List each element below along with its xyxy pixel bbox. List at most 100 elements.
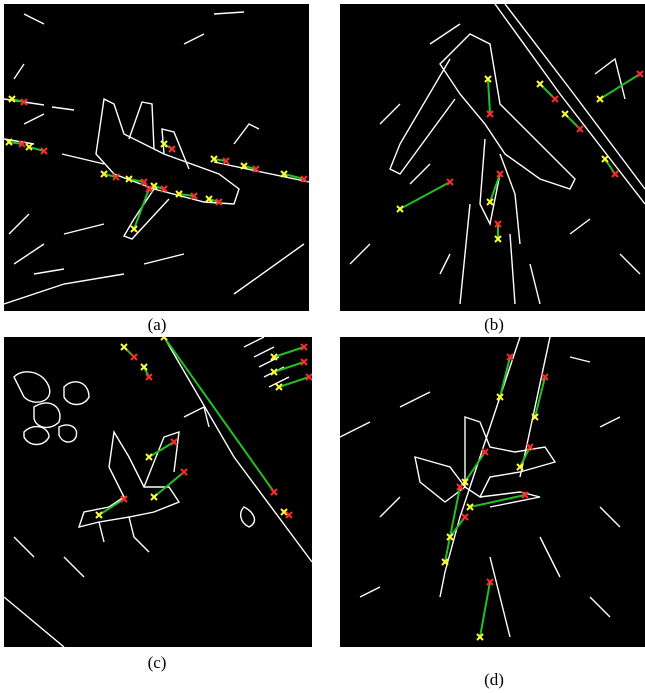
end-marker xyxy=(305,373,312,381)
edge-image-a xyxy=(4,11,309,305)
correspondence-line xyxy=(11,98,25,103)
start-marker xyxy=(140,363,148,371)
edges-c xyxy=(4,337,312,647)
end-marker xyxy=(496,170,504,178)
correspondence-line xyxy=(278,376,310,388)
end-marker xyxy=(541,373,549,381)
panel-c xyxy=(4,337,312,647)
start-marker xyxy=(536,80,544,88)
end-marker xyxy=(506,353,514,361)
edge-image-d xyxy=(340,337,621,641)
start-marker xyxy=(25,143,33,151)
start-marker xyxy=(531,413,539,421)
caption-b: (b) xyxy=(484,315,504,334)
start-marker xyxy=(494,235,502,243)
start-marker xyxy=(175,190,183,198)
end-marker xyxy=(252,165,260,173)
end-marker xyxy=(168,145,176,153)
start-marker xyxy=(125,175,133,183)
end-marker xyxy=(130,353,138,361)
end-marker xyxy=(300,358,308,366)
start-marker xyxy=(270,353,278,361)
start-marker xyxy=(160,140,168,148)
caption-d: (d) xyxy=(484,670,504,689)
end-marker xyxy=(160,185,168,193)
start-marker xyxy=(280,508,288,516)
end-marker xyxy=(611,170,619,178)
correspondence-line xyxy=(133,188,150,230)
start-marker xyxy=(95,511,103,519)
end-marker xyxy=(494,220,502,228)
start-marker xyxy=(270,368,278,376)
end-marker xyxy=(481,448,489,456)
correspondence-line xyxy=(489,173,501,203)
correspondence-line xyxy=(8,141,23,145)
start-marker xyxy=(205,195,213,203)
end-marker xyxy=(145,373,153,381)
start-marker xyxy=(160,337,168,341)
start-marker xyxy=(466,503,474,511)
end-marker xyxy=(636,70,644,78)
start-marker xyxy=(210,155,218,163)
correspondence-line xyxy=(599,73,641,100)
correspondence-line xyxy=(273,361,305,373)
start-marker xyxy=(120,343,128,351)
caption-c: (c) xyxy=(147,653,167,672)
start-marker xyxy=(461,478,469,486)
start-marker xyxy=(280,170,288,178)
start-marker xyxy=(130,225,138,233)
correspondence-line xyxy=(273,346,305,358)
start-marker xyxy=(596,95,604,103)
correspondence-line xyxy=(148,441,175,458)
correspondence-line xyxy=(519,446,531,468)
end-marker xyxy=(446,178,454,186)
end-marker xyxy=(486,110,494,118)
correspondence-line xyxy=(128,178,145,183)
start-marker xyxy=(100,170,108,178)
edges-d xyxy=(340,337,621,638)
panel-d xyxy=(340,337,645,647)
start-marker xyxy=(486,198,494,206)
start-marker xyxy=(496,393,504,401)
start-marker xyxy=(8,95,16,103)
correspondence-lines-d xyxy=(441,353,549,641)
end-marker xyxy=(18,140,26,148)
correspondence-line xyxy=(178,193,195,197)
start-marker xyxy=(150,493,158,501)
end-marker xyxy=(461,513,469,521)
end-marker xyxy=(190,192,198,200)
end-marker xyxy=(20,98,28,106)
correspondence-line xyxy=(479,581,491,638)
start-marker xyxy=(150,182,158,190)
edges-a xyxy=(4,11,309,305)
start-marker xyxy=(145,453,153,461)
correspondence-lines-c xyxy=(95,337,312,519)
start-marker xyxy=(240,162,248,170)
start-marker xyxy=(441,558,449,566)
correspondence-line xyxy=(243,165,257,170)
end-marker xyxy=(270,488,278,496)
start-marker xyxy=(396,205,404,213)
start-marker xyxy=(516,463,524,471)
end-marker xyxy=(170,438,178,446)
edge-image-b xyxy=(349,4,645,305)
correspondence-line xyxy=(213,158,227,162)
end-marker xyxy=(551,95,559,103)
start-marker xyxy=(561,110,569,118)
start-marker xyxy=(275,383,283,391)
start-marker xyxy=(601,155,609,163)
end-marker xyxy=(300,175,308,183)
panel-a xyxy=(4,4,309,311)
correspondence-line xyxy=(153,471,185,498)
end-marker xyxy=(486,578,494,586)
correspondence-line xyxy=(103,173,117,178)
correspondence-line xyxy=(399,181,451,210)
panel-b xyxy=(340,4,645,311)
end-marker xyxy=(215,198,223,206)
end-marker xyxy=(120,495,128,503)
correspondence-line xyxy=(499,356,511,398)
start-marker xyxy=(5,138,13,146)
end-marker xyxy=(40,147,48,155)
correspondence-line xyxy=(469,494,526,508)
edge-image-c xyxy=(4,337,312,647)
